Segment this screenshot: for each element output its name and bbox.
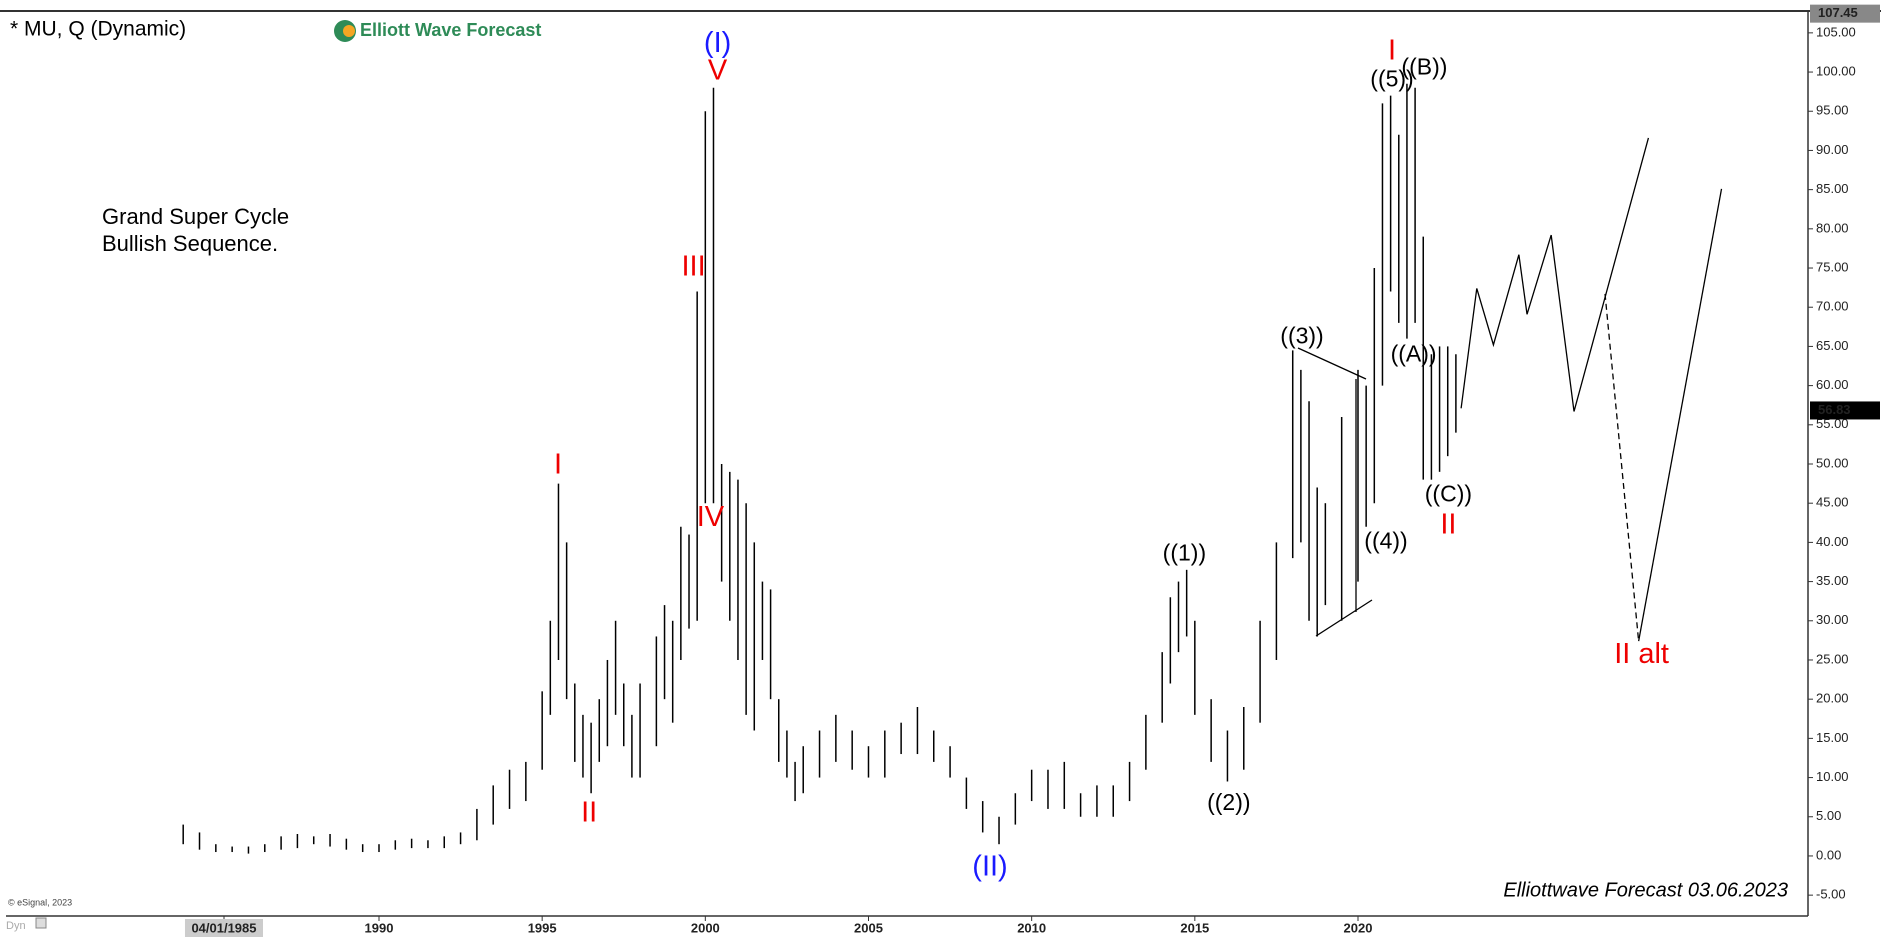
x-tick-label: 04/01/1985 bbox=[191, 920, 256, 935]
y-tick-label: 90.00 bbox=[1816, 142, 1849, 157]
corner-label: Dyn bbox=[6, 920, 26, 932]
wave-label: ((4)) bbox=[1364, 527, 1407, 553]
price-box-label: 56.83 bbox=[1818, 402, 1851, 417]
wave-label: IV bbox=[697, 501, 725, 533]
copyright: © eSignal, 2023 bbox=[8, 897, 72, 907]
price-box bbox=[1810, 4, 1880, 23]
wave-label: II bbox=[581, 796, 597, 828]
note: Bullish Sequence. bbox=[102, 231, 278, 256]
y-tick-label: 70.00 bbox=[1816, 299, 1849, 314]
x-tick-label: 2015 bbox=[1180, 920, 1209, 935]
note: Grand Super Cycle bbox=[102, 204, 289, 229]
x-tick-label: 2010 bbox=[1017, 920, 1046, 935]
y-tick-label: 50.00 bbox=[1816, 455, 1849, 470]
x-tick-label: 2020 bbox=[1344, 920, 1373, 935]
wave-label: ((C)) bbox=[1425, 481, 1472, 507]
x-tick-label: 1995 bbox=[528, 920, 557, 935]
y-tick-label: 15.00 bbox=[1816, 730, 1849, 745]
wave-label: (I) bbox=[704, 27, 731, 59]
logo: Elliott Wave Forecast bbox=[360, 20, 541, 40]
x-tick-label: 1990 bbox=[365, 920, 394, 935]
channel-line bbox=[1297, 347, 1367, 380]
y-tick-label: 30.00 bbox=[1816, 612, 1849, 627]
y-tick-label: 105.00 bbox=[1816, 24, 1856, 39]
alt-projection bbox=[1637, 188, 1723, 642]
y-tick-label: 60.00 bbox=[1816, 377, 1849, 392]
scroll-button[interactable] bbox=[35, 917, 47, 929]
y-tick-label: 75.00 bbox=[1816, 259, 1849, 274]
alt-projection-dashed bbox=[1604, 293, 1640, 642]
x-tick-label: 2005 bbox=[854, 920, 883, 935]
y-tick-label: 25.00 bbox=[1816, 651, 1849, 666]
y-tick-label: 55.00 bbox=[1816, 416, 1849, 431]
y-tick-label: 100.00 bbox=[1816, 63, 1856, 78]
x-tick-label-box bbox=[184, 919, 263, 937]
logo-icon bbox=[343, 25, 355, 37]
channel-line bbox=[1315, 599, 1373, 637]
wave-label: ((A)) bbox=[1391, 340, 1437, 366]
wave-label: ((B)) bbox=[1401, 53, 1447, 79]
wave-label: I bbox=[554, 448, 562, 480]
y-tick-label: 80.00 bbox=[1816, 220, 1849, 235]
wave-label: I bbox=[1388, 34, 1396, 66]
y-tick-label: 20.00 bbox=[1816, 691, 1849, 706]
y-tick-label: -5.00 bbox=[1816, 887, 1846, 902]
wave-label: V bbox=[708, 55, 728, 87]
y-tick-label: 85.00 bbox=[1816, 181, 1849, 196]
y-tick-label: 40.00 bbox=[1816, 534, 1849, 549]
wave-label: (II) bbox=[972, 850, 1007, 882]
chart-title: * MU, Q (Dynamic) bbox=[10, 18, 186, 41]
x-tick-label: 2000 bbox=[691, 920, 720, 935]
y-tick-label: 95.00 bbox=[1816, 103, 1849, 118]
y-tick-label: 5.00 bbox=[1816, 808, 1841, 823]
price-box bbox=[1810, 401, 1880, 420]
y-tick-label: 65.00 bbox=[1816, 338, 1849, 353]
price-box-label: 107.45 bbox=[1818, 5, 1858, 20]
y-tick-label: 0.00 bbox=[1816, 847, 1841, 862]
wave-label: ((1)) bbox=[1163, 539, 1206, 565]
y-tick-label: 45.00 bbox=[1816, 495, 1849, 510]
wave-label: ((3)) bbox=[1280, 322, 1323, 348]
projection-path bbox=[1460, 137, 1650, 412]
wave-label: ((2)) bbox=[1207, 789, 1250, 815]
y-tick-label: 35.00 bbox=[1816, 573, 1849, 588]
footer: Elliottwave Forecast 03.06.2023 bbox=[1503, 879, 1788, 901]
wave-label: II bbox=[1440, 508, 1456, 540]
wave-label: II alt bbox=[1614, 638, 1669, 670]
wave-label: ((5)) bbox=[1370, 65, 1413, 91]
wave-label: III bbox=[682, 250, 706, 282]
y-tick-label: 10.00 bbox=[1816, 769, 1849, 784]
